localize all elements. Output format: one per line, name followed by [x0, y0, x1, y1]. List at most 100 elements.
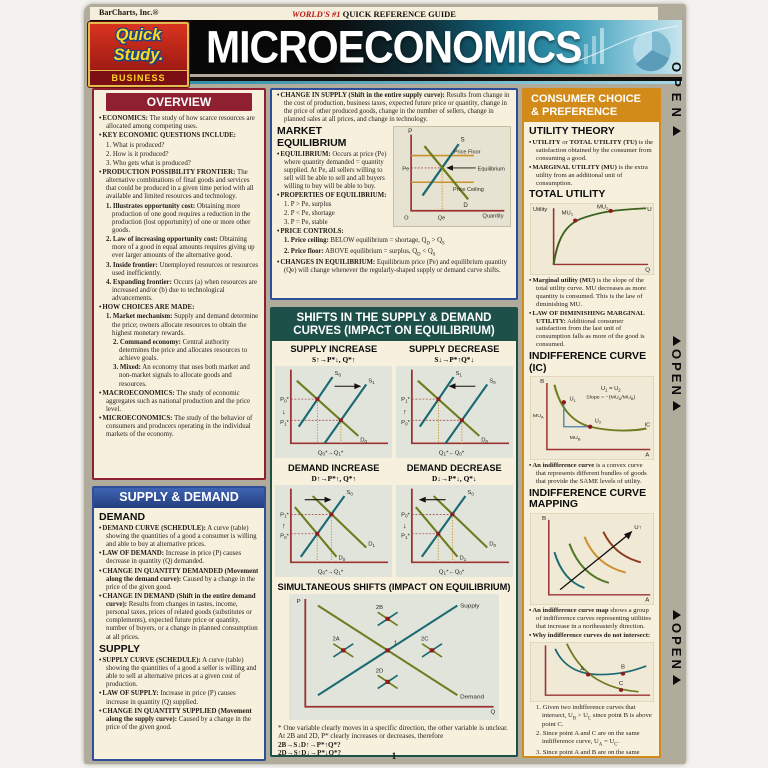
bullet: PROPERTIES OF EQUILIBRIUM:: [277, 192, 511, 200]
x-mark-2d: [377, 674, 399, 690]
open-tab-label: OPEN: [669, 623, 684, 672]
curve-label: S0: [467, 490, 474, 496]
simultaneous-shifts-title: SIMULTANEOUS SHIFTS (IMPACT ON EQUILIBRI…: [277, 581, 511, 592]
supply-label: Supply: [460, 604, 480, 610]
axis-label-utility: Utility: [532, 207, 547, 213]
axis-label-q: Q: [645, 268, 650, 274]
consumer-choice-panel: CONSUMER CHOICE & PREFERENCE UTILITY THEO…: [522, 88, 661, 758]
supply-line-new: [418, 376, 455, 428]
mub-label: MUB: [569, 435, 580, 441]
mu2-point: [607, 208, 613, 213]
quantity-label: Q0*→Q1*: [318, 569, 344, 575]
list-item: 4. Expanding frontier: Occurs (a) when r…: [106, 278, 258, 303]
demand-line-new: [312, 495, 368, 549]
ic-mapping-chart: B A U↑: [529, 513, 654, 606]
bullet: ECONOMICS: The study of how scarce resou…: [99, 115, 259, 131]
supply-demand-panel: SUPPLY & DEMAND DEMAND DEMAND CURVE (SCH…: [92, 486, 266, 761]
note-formula: 2B→S↓D↑→P*↑Q*?: [278, 740, 341, 749]
list-item: 3. Mixed: An economy that uses both mark…: [113, 364, 250, 388]
shift-quadrants: SUPPLY INCREASE S↑→P*↓, Q*↑: [272, 341, 516, 578]
price-change-arrow: ↑: [403, 407, 407, 416]
quad-title: SUPPLY DECREASE: [409, 344, 500, 355]
price-label: P1*: [401, 533, 411, 539]
open-arrow-icon: [672, 336, 681, 346]
column-1: OVERVIEW ECONOMICS: The study of how sca…: [92, 88, 266, 761]
tagline-accent: WORLD'S #1: [292, 8, 341, 19]
open-tab-label: OPEN: [669, 62, 684, 123]
bullet: MICROECONOMICS: The study of the behavio…: [99, 415, 259, 439]
quickstudy-logo: Quick Study. BUSINESS: [87, 21, 190, 88]
publisher-name: BarCharts, Inc.®: [99, 8, 159, 17]
demand-line-new: [414, 506, 459, 558]
arrowhead: [623, 530, 632, 540]
demand-subheader: DEMAND: [99, 510, 146, 523]
supply-label: S: [461, 136, 465, 143]
origin-label: O: [404, 215, 409, 221]
ic-mapping-subheader: INDIFFERENCE CURVE MAPPING: [529, 486, 647, 511]
tagline: WORLD'S #1 QUICK REFERENCE GUIDE: [90, 9, 658, 19]
point-label-1: 1: [394, 641, 397, 647]
indifference-curve-subheader: INDIFFERENCE CURVE (IC): [529, 350, 647, 374]
equilibrium-arrowhead: [446, 165, 453, 171]
bullet: LAW OF DIMINISHING MARGINAL UTILITY: Add…: [529, 310, 654, 350]
demand-label: D: [463, 202, 468, 209]
open-tab-bottom: OPEN: [669, 610, 684, 685]
curve-label: S0: [489, 379, 496, 385]
bullet: LAW OF DEMAND: Increase in price (P) cau…: [99, 550, 259, 566]
quad-formula: D↓→P*↓, Q*↓: [431, 473, 477, 483]
note-formula: 2D→S↑D↓→P*↓Q*?: [278, 749, 342, 757]
price-label: P1*: [280, 512, 290, 518]
overview-body: ECONOMICS: The study of how scarce resou…: [94, 113, 264, 443]
axis-label-b: B: [542, 516, 546, 522]
old-equilibrium-marker: [315, 531, 320, 536]
quantity-label: Q0*→Q1*: [318, 451, 344, 457]
supply-line: [300, 495, 346, 558]
column-2: CHANGE IN SUPPLY (Shift in the entire su…: [270, 88, 518, 757]
quantity-label: Q1*←Q0*: [438, 569, 464, 575]
axis-label-b: B: [540, 379, 544, 385]
old-equilibrium-marker: [315, 397, 320, 402]
note-line: * One variable clearly moves in a specif…: [278, 724, 508, 733]
logo-line2: Study.: [113, 45, 164, 64]
curve-label: D0: [481, 438, 488, 444]
supply-line-old: [444, 384, 488, 445]
axes: [547, 519, 650, 596]
demand-decrease-cell: DEMAND DECREASE D↓→P*↓, Q*↓: [395, 460, 514, 579]
market-equilibrium-panel: CHANGE IN SUPPLY (Shift in the entire su…: [270, 88, 518, 300]
list-item: 1. What is produced?: [106, 141, 165, 149]
total-utility-subheader: TOTAL UTILITY: [529, 188, 606, 201]
bullet: KEY ECONOMIC QUESTIONS INCLUDE:: [99, 132, 259, 140]
page-number: 1: [391, 752, 397, 762]
point-b-label: B: [620, 664, 624, 670]
open-arrow-icon: [672, 125, 681, 136]
shift-arrow: [448, 383, 456, 390]
list-item: 2. How is it produced?: [106, 150, 169, 158]
consumer-choice-header: CONSUMER CHOICE & PREFERENCE: [524, 90, 659, 122]
demand-line: [416, 380, 480, 437]
open-arrow-icon: [672, 610, 681, 620]
curve-label: D0: [361, 438, 368, 444]
axis-label-a: A: [645, 598, 649, 604]
bullet: LAW OF SUPPLY: Increase in price (P) cau…: [99, 690, 259, 706]
point-label-2a: 2A: [332, 637, 339, 643]
list-item: 3. P = Pe, stable: [284, 218, 328, 226]
old-equilibrium-marker: [450, 512, 455, 517]
demand-line: [296, 380, 360, 437]
bullet: CHANGE IN QUANTITY DEMANDED (Movement al…: [99, 568, 259, 592]
mu1-point: [572, 218, 578, 223]
overview-header: OVERVIEW: [105, 93, 253, 112]
center-marker: [385, 648, 390, 653]
note-line: At 2B and 2D, P* clearly increases or de…: [278, 732, 444, 741]
mu1-label: MU1: [561, 211, 573, 217]
u2-point: [587, 424, 592, 430]
axes: [410, 369, 509, 445]
demand-label: Demand: [460, 695, 484, 701]
old-equilibrium-marker: [459, 418, 464, 423]
supply-line-new: [323, 384, 368, 445]
new-equilibrium-marker: [329, 512, 334, 517]
quad-title: DEMAND INCREASE: [288, 463, 380, 474]
consumer-choice-body: UTILITY THEORY UTILITY or TOTAL UTILITY …: [524, 122, 659, 756]
utility-curve: [552, 207, 646, 265]
x-mark-2c: [421, 643, 443, 658]
